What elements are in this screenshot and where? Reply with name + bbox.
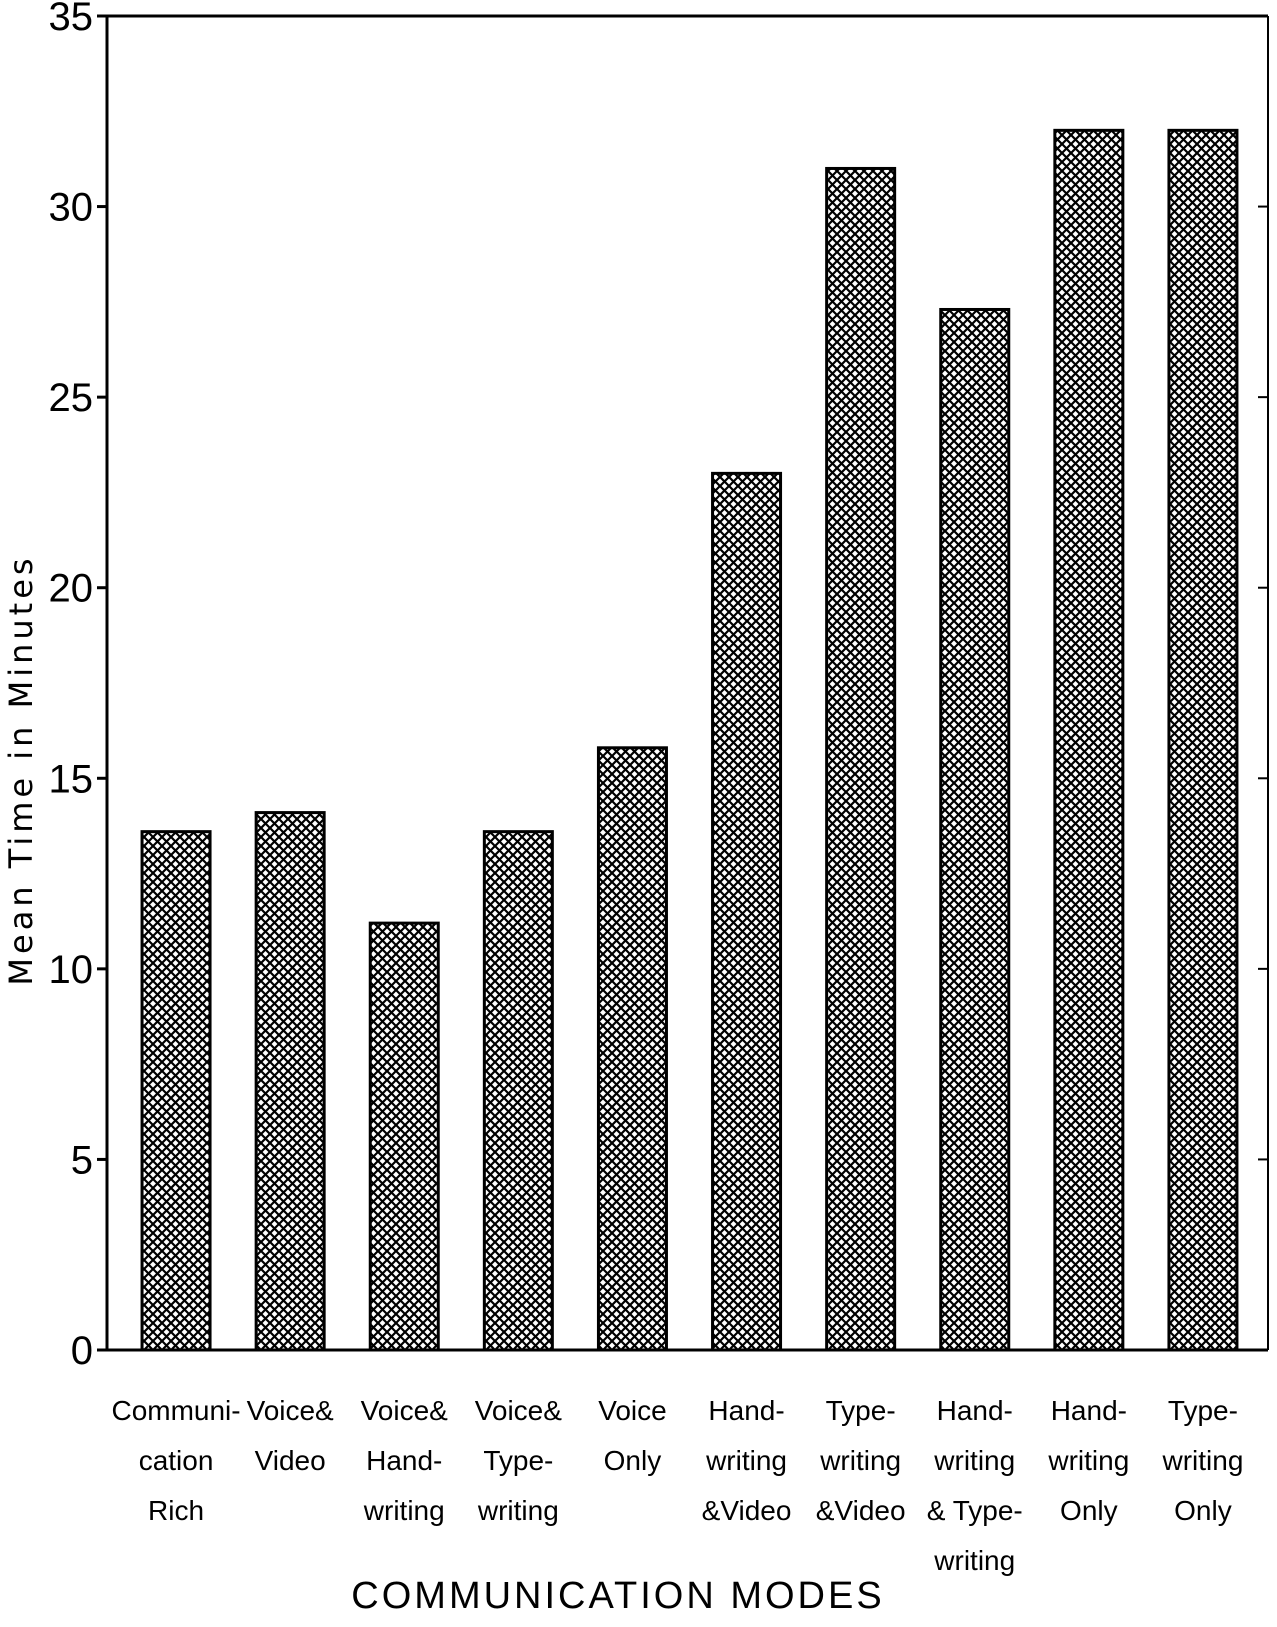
x-tick-label-line: Voice [598, 1395, 667, 1426]
y-tick-label: 0 [71, 1329, 93, 1373]
y-tick-label: 15 [49, 757, 94, 801]
bar [711, 471, 783, 1352]
y-tick-label: 20 [49, 567, 94, 611]
y-axis-title: Mean Time in Minutes [2, 554, 40, 985]
x-tick-label-line: Only [1174, 1495, 1232, 1526]
x-tick-label-line: Hand- [1051, 1395, 1127, 1426]
bar [596, 746, 668, 1352]
x-tick-label: Voice Only [598, 1395, 667, 1476]
x-tick-label: Voice& Hand-writing [361, 1395, 448, 1526]
x-tick-label-line: Video [255, 1445, 326, 1476]
bar [140, 830, 212, 1352]
x-tick-label-line: cation [139, 1445, 214, 1476]
x-tick-label-line: writing [363, 1495, 445, 1526]
x-tick-label: Communi-cation Rich [111, 1395, 240, 1526]
x-tick-label-line: Only [1060, 1495, 1118, 1526]
x-tick-label: Voice& Video [247, 1395, 334, 1476]
bar [1053, 128, 1125, 1352]
x-tick-label-line: writing [705, 1445, 787, 1476]
bar [482, 830, 554, 1352]
x-tick-label-line: &Video [816, 1495, 906, 1526]
x-tick-label-line: Only [604, 1445, 662, 1476]
x-tick-label-line: writing [819, 1445, 901, 1476]
y-tick-label: 35 [49, 0, 94, 39]
x-tick-label-line: Hand- [366, 1445, 442, 1476]
x-tick-label-line: writing [933, 1445, 1015, 1476]
x-tick-label-line: writing [477, 1495, 559, 1526]
x-tick-label-line: Hand- [937, 1395, 1013, 1426]
x-axis-title: COMMUNICATION MODES [351, 1575, 884, 1617]
bars [140, 128, 1239, 1352]
y-tick-label: 10 [49, 948, 94, 992]
x-tick-label-line: & Type- [927, 1495, 1023, 1526]
x-tick-label-line: &Video [702, 1495, 792, 1526]
y-axis: 0 5 10 15 20 25 30 35 [49, 0, 1268, 1373]
x-tick-label: Voice& Type-writing [475, 1395, 562, 1526]
x-tick-label: Hand-writing & Type-writing [927, 1395, 1023, 1576]
bar [254, 811, 326, 1352]
x-tick-label-line: Hand- [708, 1395, 784, 1426]
y-tick-label: 25 [49, 376, 94, 420]
x-tick-label-line: Voice& [247, 1395, 334, 1426]
x-tick-label-line: Rich [148, 1495, 204, 1526]
x-tick-label: Hand-writing &Video [702, 1395, 792, 1526]
x-tick-label-line: Communi- [111, 1395, 240, 1426]
bar [939, 307, 1011, 1352]
x-tick-label: Hand-writing Only [1047, 1395, 1129, 1526]
x-tick-label-line: Type- [1168, 1395, 1238, 1426]
x-tick-label-line: Voice& [475, 1395, 562, 1426]
bar [368, 921, 440, 1352]
x-tick-label-line: writing [1161, 1445, 1243, 1476]
x-tick-label-line: Type- [826, 1395, 896, 1426]
y-tick-label: 5 [71, 1138, 93, 1182]
x-tick-label: Type-writing Only [1161, 1395, 1243, 1526]
x-tick-label-line: Type- [483, 1445, 553, 1476]
bar [1167, 128, 1239, 1352]
y-tick-label: 30 [49, 186, 94, 230]
x-tick-label: Type-writing &Video [816, 1395, 906, 1526]
x-tick-label-line: writing [933, 1545, 1015, 1576]
x-tick-label-line: Voice& [361, 1395, 448, 1426]
x-tick-label-line: writing [1047, 1445, 1129, 1476]
bar [825, 166, 897, 1352]
